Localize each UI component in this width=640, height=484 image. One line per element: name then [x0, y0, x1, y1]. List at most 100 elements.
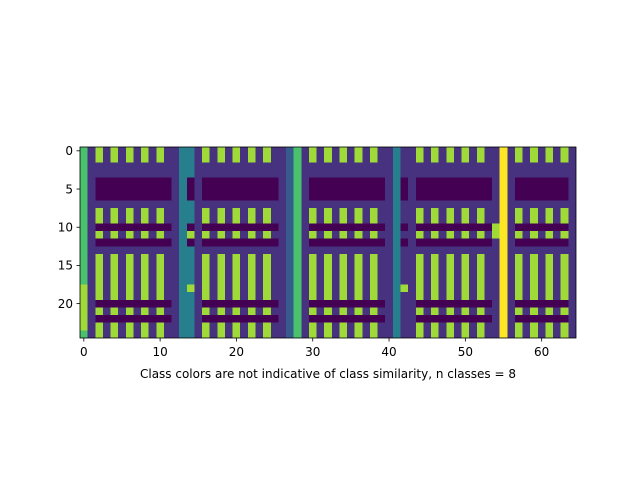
heatmap-cell: [400, 238, 409, 247]
heatmap-cell: [324, 322, 332, 331]
heatmap-cell: [530, 315, 538, 323]
heatmap-cell: [255, 162, 264, 170]
heatmap-cell: [270, 185, 279, 193]
heatmap-cell: [270, 284, 279, 293]
heatmap-cell: [102, 253, 111, 262]
heatmap-cell: [278, 315, 287, 323]
heatmap-cell: [522, 292, 531, 300]
heatmap-cell: [537, 315, 546, 323]
heatmap-cell: [514, 299, 523, 308]
heatmap-cell: [217, 208, 226, 216]
heatmap-cell: [110, 215, 119, 224]
heatmap-cell: [385, 269, 393, 277]
heatmap-cell: [560, 192, 569, 201]
heatmap-cell: [560, 330, 569, 339]
heatmap-cell: [469, 330, 477, 339]
heatmap-cell: [331, 269, 340, 277]
heatmap-cell: [537, 322, 546, 331]
heatmap-cell: [339, 284, 348, 293]
heatmap-cell: [408, 192, 416, 201]
heatmap-cell: [339, 253, 348, 262]
heatmap-cell: [255, 315, 264, 323]
heatmap-cell: [240, 215, 248, 224]
heatmap-cell: [308, 238, 317, 247]
heatmap-cell: [362, 154, 371, 163]
heatmap-cell: [415, 238, 424, 247]
heatmap-cell: [80, 299, 88, 308]
heatmap-cell: [163, 269, 172, 277]
heatmap-cell: [461, 177, 470, 186]
heatmap-cell: [560, 215, 569, 224]
heatmap-cell: [202, 246, 210, 255]
heatmap-cell: [476, 261, 485, 270]
heatmap-cell: [553, 154, 561, 163]
heatmap-cell: [202, 315, 210, 323]
heatmap-cell: [163, 246, 172, 255]
heatmap-cell: [492, 238, 500, 247]
heatmap-cell: [431, 215, 439, 224]
heatmap-cell: [408, 276, 416, 285]
heatmap-cell: [484, 246, 493, 255]
heatmap-cell: [514, 292, 523, 300]
heatmap-cell: [469, 200, 477, 209]
heatmap-cell: [141, 215, 149, 224]
heatmap-cell: [240, 147, 248, 155]
heatmap-cell: [499, 253, 508, 262]
heatmap-cell: [492, 330, 500, 339]
heatmap-cell: [118, 307, 126, 316]
heatmap-cell: [553, 307, 561, 316]
heatmap-cell: [80, 200, 88, 209]
heatmap-cell: [354, 208, 363, 216]
heatmap-cell: [209, 238, 218, 247]
heatmap-cell: [484, 315, 493, 323]
heatmap-cell: [568, 299, 577, 308]
heatmap-cell: [163, 215, 172, 224]
heatmap-cell: [438, 185, 447, 193]
heatmap-cell: [293, 231, 302, 239]
heatmap-cell: [171, 208, 180, 216]
heatmap-cell: [163, 192, 172, 201]
heatmap-cell: [247, 185, 256, 193]
heatmap-cell: [232, 246, 241, 255]
heatmap-cell: [163, 276, 172, 285]
heatmap-cell: [286, 261, 294, 270]
heatmap-cell: [118, 231, 126, 239]
heatmap-cell: [537, 261, 546, 270]
heatmap-cell: [522, 315, 531, 323]
heatmap-cell: [286, 200, 294, 209]
heatmap-cell: [102, 322, 111, 331]
heatmap-cell: [499, 246, 508, 255]
heatmap-cell: [148, 200, 157, 209]
heatmap-cell: [469, 307, 477, 316]
heatmap-cell: [369, 276, 378, 285]
heatmap-cell: [492, 292, 500, 300]
heatmap-cell: [484, 231, 493, 239]
heatmap-cell: [530, 185, 538, 193]
heatmap-cell: [217, 307, 226, 316]
heatmap-cell: [347, 276, 355, 285]
heatmap-cell: [194, 147, 203, 155]
heatmap-cell: [156, 185, 164, 193]
heatmap-cell: [560, 284, 569, 293]
heatmap-cell: [431, 315, 439, 323]
heatmap-cell: [476, 307, 485, 316]
heatmap-cell: [316, 169, 325, 178]
heatmap-cell: [354, 269, 363, 277]
heatmap-cell: [461, 292, 470, 300]
heatmap-cell: [408, 200, 416, 209]
heatmap-cell: [400, 292, 409, 300]
heatmap-cell: [553, 276, 561, 285]
heatmap-cell: [270, 200, 279, 209]
heatmap-cell: [545, 284, 554, 293]
heatmap-cell: [293, 162, 302, 170]
heatmap-cell: [179, 276, 187, 285]
heatmap-cell: [263, 169, 271, 178]
heatmap-cell: [179, 231, 187, 239]
heatmap-cell: [224, 292, 233, 300]
heatmap-cell: [278, 162, 287, 170]
heatmap-cell: [514, 162, 523, 170]
heatmap-cell: [270, 269, 279, 277]
heatmap-cell: [247, 169, 256, 178]
heatmap-cell: [469, 208, 477, 216]
heatmap-cell: [385, 284, 393, 293]
